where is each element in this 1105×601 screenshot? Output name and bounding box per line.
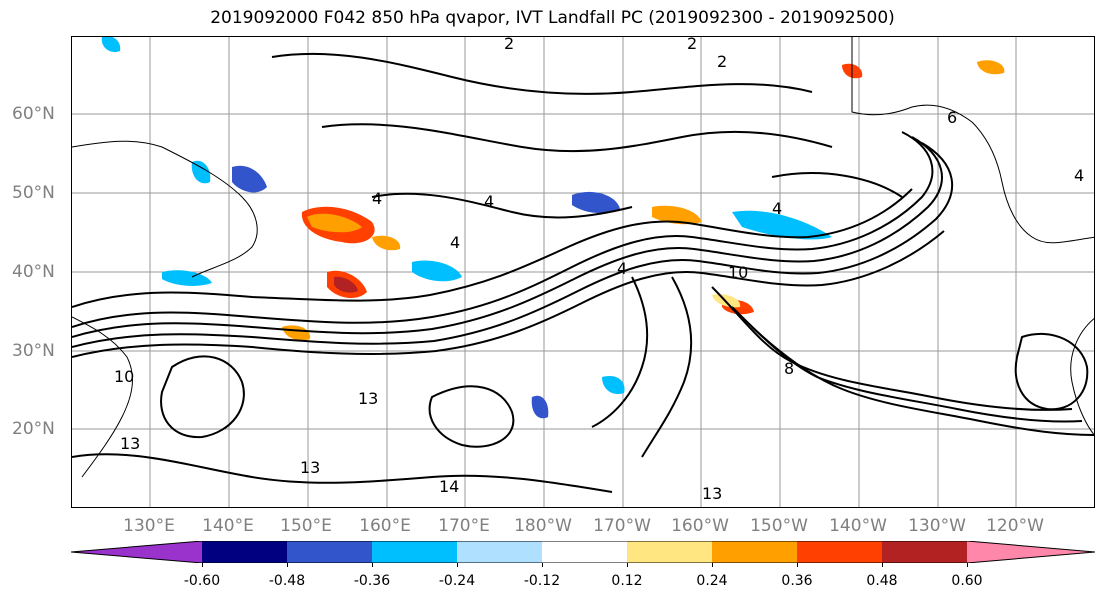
lat-label-30n: 30°N [12, 341, 55, 361]
colorbar-tick-label: -0.12 [523, 573, 561, 589]
colorbar-tick-label: -0.48 [268, 573, 306, 589]
colorbar-tick-label: 0.48 [866, 573, 898, 589]
qvapor-shading [101, 37, 1005, 419]
colorbar-tickmark [882, 563, 883, 567]
contour-label: 8 [784, 359, 794, 378]
contour-label: 4 [772, 199, 782, 218]
lon-label-130e: 130°E [123, 516, 175, 536]
contour-label: 4 [617, 259, 627, 278]
colorbar-segment [287, 541, 372, 563]
colorbar-segment [542, 541, 627, 563]
colorbar-segment [457, 541, 542, 563]
colorbar-segment [372, 541, 457, 563]
lon-label-160e: 160°E [359, 516, 411, 536]
colorbar-tickmark [712, 563, 713, 567]
colorbar-segment [627, 541, 712, 563]
colorbar-segment [797, 541, 882, 563]
contour-label: 13 [358, 389, 378, 408]
lon-label-130w: 130°W [908, 516, 966, 536]
contour-labels: 2 2 2 6 4 4 4 4 4 4 10 10 13 13 13 14 8 … [114, 37, 1084, 503]
colorbar-segment [712, 541, 797, 563]
lat-label-20n: 20°N [12, 419, 55, 439]
lon-label-160w: 160°W [671, 516, 729, 536]
lon-label-150e: 150°E [280, 516, 332, 536]
colorbar-tickmark [457, 563, 458, 567]
contour-label: 13 [702, 484, 722, 503]
map-title: 2019092000 F042 850 hPa qvapor, IVT Land… [210, 8, 895, 28]
lon-label-140w: 140°W [829, 516, 887, 536]
lon-label-170w: 170°W [593, 516, 651, 536]
ivt-contours [72, 52, 1094, 493]
colorbar-segment [202, 541, 287, 563]
contour-label: 10 [728, 263, 748, 282]
map-canvas: 2 2 2 6 4 4 4 4 4 4 10 10 13 13 13 14 8 … [72, 37, 1094, 507]
colorbar-tick-label: -0.24 [438, 573, 476, 589]
contour-label: 4 [1074, 166, 1084, 185]
colorbar-tick-label: 0.12 [611, 573, 643, 589]
colorbar [71, 541, 1095, 563]
contour-label: 4 [450, 233, 460, 252]
lon-label-120w: 120°W [986, 516, 1044, 536]
colorbar-tick-label: 0.60 [951, 573, 983, 589]
contour-label: 6 [947, 108, 957, 127]
colorbar-tickmark [287, 563, 288, 567]
lat-label-50n: 50°N [12, 183, 55, 203]
colorbar-tickmark [797, 563, 798, 567]
lon-label-180w: 180°W [514, 516, 572, 536]
colorbar-tickmark [202, 563, 203, 567]
contour-label: 13 [300, 458, 320, 477]
contour-label: 14 [439, 477, 459, 496]
colorbar-tick-label: 0.24 [696, 573, 728, 589]
colorbar-segment [71, 541, 202, 563]
coastlines [72, 37, 1094, 478]
contour-label: 2 [687, 37, 697, 53]
colorbar-tick-label: -0.60 [183, 573, 221, 589]
colorbar-tickmark [627, 563, 628, 567]
lon-label-150w: 150°W [750, 516, 808, 536]
contour-label: 10 [114, 367, 134, 386]
lat-label-60n: 60°N [12, 104, 55, 124]
contour-label: 2 [717, 52, 727, 71]
colorbar-tickmark [542, 563, 543, 567]
contour-label: 4 [484, 192, 494, 211]
colorbar-tickmark [372, 563, 373, 567]
colorbar-tickmark [967, 563, 968, 567]
contour-label: 13 [120, 434, 140, 453]
contour-label: 4 [372, 189, 382, 208]
map-panel: 2 2 2 6 4 4 4 4 4 4 10 10 13 13 13 14 8 … [71, 36, 1095, 508]
colorbar-segment [967, 541, 1095, 563]
contour-label: 2 [504, 37, 514, 53]
graticule [72, 37, 1094, 507]
colorbar-segment [882, 541, 967, 563]
colorbar-tick-label: 0.36 [781, 573, 813, 589]
colorbar-tick-label: -0.36 [353, 573, 391, 589]
lat-label-40n: 40°N [12, 262, 55, 282]
lon-label-140e: 140°E [202, 516, 254, 536]
lon-label-170e: 170°E [438, 516, 490, 536]
